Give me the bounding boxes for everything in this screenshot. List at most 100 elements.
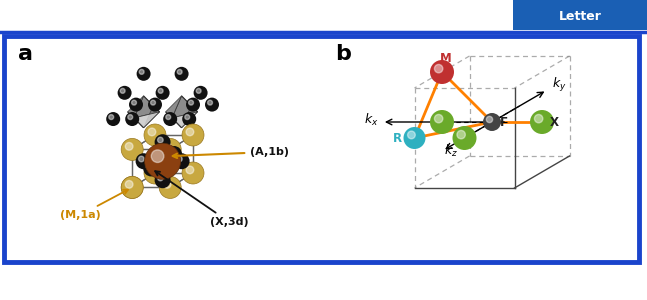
Circle shape	[159, 138, 181, 160]
Circle shape	[139, 69, 144, 74]
Circle shape	[483, 113, 501, 131]
Circle shape	[487, 116, 492, 123]
Polygon shape	[134, 112, 160, 128]
Circle shape	[169, 149, 175, 154]
Circle shape	[109, 115, 114, 119]
Circle shape	[151, 100, 155, 105]
Text: (X,3d): (X,3d)	[155, 171, 248, 227]
Circle shape	[158, 88, 163, 93]
Circle shape	[186, 166, 193, 174]
Circle shape	[159, 176, 181, 198]
Circle shape	[185, 127, 201, 143]
Circle shape	[151, 150, 164, 163]
Polygon shape	[127, 112, 144, 128]
Circle shape	[126, 181, 133, 188]
Circle shape	[137, 67, 151, 81]
Circle shape	[163, 142, 171, 150]
Circle shape	[186, 128, 193, 136]
Circle shape	[175, 67, 188, 81]
Circle shape	[185, 115, 190, 119]
Circle shape	[193, 86, 208, 100]
Circle shape	[121, 176, 143, 198]
Text: $k_x$: $k_x$	[364, 112, 378, 128]
Polygon shape	[144, 96, 160, 112]
Circle shape	[128, 115, 133, 119]
Polygon shape	[134, 96, 160, 118]
Circle shape	[129, 98, 143, 112]
Circle shape	[188, 130, 193, 136]
Circle shape	[136, 153, 151, 169]
Circle shape	[165, 144, 171, 150]
Circle shape	[146, 164, 152, 169]
Circle shape	[457, 130, 465, 139]
Circle shape	[434, 114, 443, 123]
Circle shape	[150, 130, 155, 136]
Circle shape	[127, 144, 133, 150]
Polygon shape	[182, 96, 197, 112]
Circle shape	[118, 86, 131, 100]
Circle shape	[404, 127, 426, 149]
Circle shape	[434, 64, 443, 73]
Text: a: a	[18, 44, 33, 64]
Text: R: R	[393, 131, 402, 145]
Circle shape	[126, 112, 139, 126]
Text: Letter: Letter	[558, 10, 602, 22]
Circle shape	[143, 160, 159, 176]
Circle shape	[144, 124, 166, 146]
Circle shape	[430, 60, 454, 84]
Text: $k_z$: $k_z$	[444, 143, 459, 159]
Polygon shape	[166, 96, 182, 118]
Circle shape	[452, 126, 476, 150]
Polygon shape	[166, 112, 182, 128]
Text: b: b	[335, 44, 351, 64]
Circle shape	[530, 110, 554, 134]
Circle shape	[177, 69, 182, 74]
Circle shape	[177, 156, 182, 162]
Circle shape	[188, 100, 193, 105]
Circle shape	[126, 181, 133, 188]
Polygon shape	[127, 96, 144, 118]
Circle shape	[162, 141, 178, 158]
FancyBboxPatch shape	[4, 36, 639, 262]
Circle shape	[166, 146, 182, 162]
Circle shape	[186, 98, 200, 112]
Circle shape	[205, 98, 219, 112]
Polygon shape	[172, 96, 197, 118]
Text: M: M	[440, 52, 452, 64]
Circle shape	[182, 124, 204, 146]
Text: $k_y$: $k_y$	[552, 76, 567, 94]
Circle shape	[121, 138, 143, 160]
Circle shape	[155, 134, 171, 150]
Polygon shape	[182, 106, 197, 128]
Circle shape	[408, 131, 415, 139]
Circle shape	[163, 181, 171, 188]
Circle shape	[148, 166, 156, 174]
Circle shape	[121, 176, 143, 198]
Circle shape	[144, 162, 166, 184]
Text: X: X	[550, 116, 559, 128]
Circle shape	[120, 88, 125, 93]
Circle shape	[155, 86, 170, 100]
Circle shape	[158, 137, 163, 143]
Circle shape	[182, 162, 204, 184]
Circle shape	[126, 142, 133, 150]
Text: (M,1a): (M,1a)	[60, 190, 128, 220]
Circle shape	[124, 141, 140, 158]
Circle shape	[534, 114, 543, 123]
Circle shape	[163, 112, 177, 126]
FancyBboxPatch shape	[513, 0, 647, 30]
Text: (A,1b): (A,1b)	[173, 147, 289, 158]
Circle shape	[158, 175, 163, 181]
Circle shape	[208, 100, 212, 105]
Circle shape	[148, 128, 156, 136]
Circle shape	[196, 88, 201, 93]
Circle shape	[148, 98, 162, 112]
Circle shape	[147, 127, 163, 143]
Circle shape	[182, 112, 196, 126]
Polygon shape	[144, 106, 160, 128]
Circle shape	[138, 156, 144, 162]
Circle shape	[430, 110, 454, 134]
Circle shape	[166, 115, 171, 119]
Text: Γ: Γ	[500, 116, 507, 128]
Circle shape	[144, 143, 181, 179]
